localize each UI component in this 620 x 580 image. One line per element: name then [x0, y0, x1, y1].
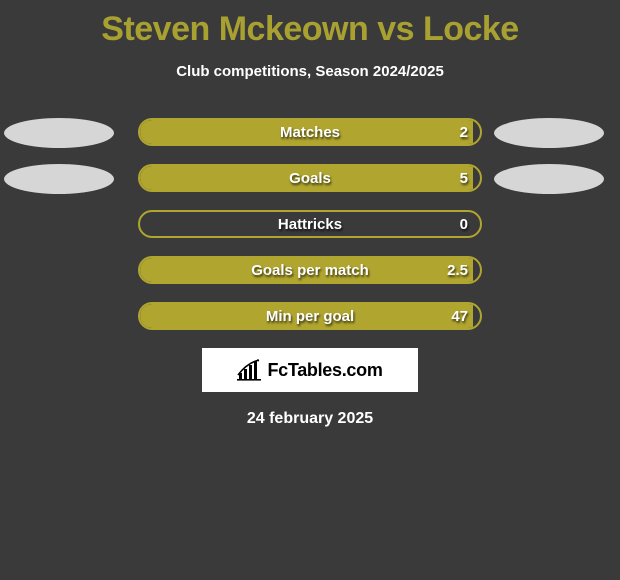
stat-row: Hattricks0 [0, 210, 620, 240]
stats-container: Matches2 Goals5 Hattricks0 Goals per match2… [0, 118, 620, 332]
stat-pill: Matches2 [138, 118, 482, 146]
stat-label: Hattricks [140, 212, 480, 236]
date-text: 24 february 2025 [0, 410, 620, 428]
subtitle: Club competitions, Season 2024/2025 [0, 63, 620, 80]
right-oval [494, 118, 604, 148]
stat-fill [140, 120, 473, 144]
stat-value: 0 [460, 212, 468, 236]
left-oval [4, 164, 114, 194]
stat-fill [140, 304, 473, 328]
stat-pill: Hattricks0 [138, 210, 482, 238]
brand-badge: FcTables.com [202, 348, 418, 392]
stat-pill: Goals per match2.5 [138, 256, 482, 284]
left-oval [4, 118, 114, 148]
stat-row: Goals per match2.5 [0, 256, 620, 286]
stat-pill: Goals5 [138, 164, 482, 192]
stat-row: Matches2 [0, 118, 620, 148]
stat-row: Min per goal47 [0, 302, 620, 332]
brand-text: FcTables.com [267, 360, 382, 381]
stat-fill [140, 258, 473, 282]
brand-chart-icon [237, 359, 263, 381]
stat-fill [140, 166, 473, 190]
stat-row: Goals5 [0, 164, 620, 194]
right-oval [494, 164, 604, 194]
stat-pill: Min per goal47 [138, 302, 482, 330]
page-title: Steven Mckeown vs Locke [0, 0, 620, 49]
